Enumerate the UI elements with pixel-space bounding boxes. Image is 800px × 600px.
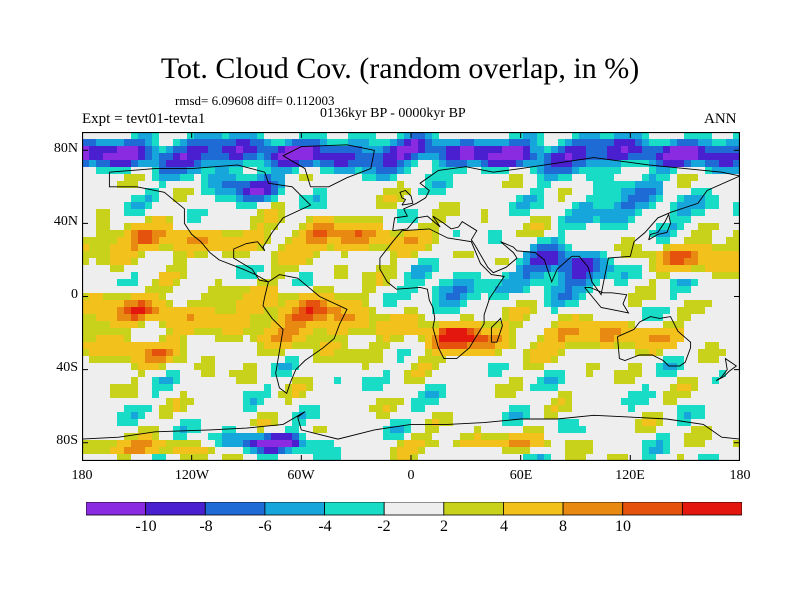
colorbar-label: 4 bbox=[500, 518, 508, 535]
colorbar-label: -2 bbox=[377, 518, 391, 535]
lat-label-equator: 0 bbox=[71, 287, 78, 302]
experiment-label: Expt = tevt01-tevta1 bbox=[82, 111, 206, 127]
colorbar-label: 8 bbox=[559, 518, 567, 535]
colorbar-swatch bbox=[324, 502, 385, 516]
colorbar-swatch bbox=[681, 502, 742, 516]
cloud-cover-map bbox=[82, 132, 740, 461]
australia-coastline bbox=[617, 316, 692, 367]
lat-label-80n: 80N bbox=[53, 141, 78, 156]
antarctica-coastline bbox=[82, 411, 740, 440]
africa-coastline bbox=[379, 228, 505, 360]
eurasia-coastline bbox=[392, 157, 740, 296]
south-america-coastline bbox=[262, 274, 348, 395]
indonesia-coastline bbox=[584, 286, 630, 314]
colorbar-swatch bbox=[443, 502, 504, 516]
colorbar-label: -4 bbox=[318, 518, 332, 535]
season-label: ANN bbox=[704, 111, 737, 127]
lon-label-0: 0 bbox=[407, 468, 415, 483]
greenland-coastline bbox=[282, 144, 375, 188]
colorbar-swatch bbox=[86, 502, 147, 516]
lon-label-60e: 60E bbox=[509, 468, 533, 483]
colorbar-swatch bbox=[204, 502, 266, 516]
lat-label-40s: 40S bbox=[56, 360, 78, 375]
lon-label-60w: 60W bbox=[287, 468, 315, 483]
period-label: 0136kyr BP - 0000kyr BP bbox=[320, 106, 466, 121]
north-america-coastline bbox=[108, 164, 312, 283]
plot-title: Tot. Cloud Cov. (random overlap, in %) bbox=[160, 52, 640, 85]
lat-label-40n: 40N bbox=[53, 214, 78, 229]
colorbar-swatch bbox=[622, 502, 683, 516]
colorbar-label: 2 bbox=[440, 518, 448, 535]
colorbar-label: -10 bbox=[135, 518, 157, 535]
colorbar-swatch bbox=[503, 502, 564, 516]
colorbar bbox=[86, 502, 742, 516]
colorbar-label: -8 bbox=[199, 518, 213, 535]
japan-coastline bbox=[648, 212, 671, 241]
colorbar-swatch bbox=[383, 502, 445, 516]
new-zealand-coastline bbox=[715, 357, 738, 382]
colorbar-swatch bbox=[562, 502, 624, 516]
lat-label-80s: 80S bbox=[56, 433, 78, 448]
colorbar-label: -6 bbox=[258, 518, 272, 535]
lon-label-120e: 120E bbox=[615, 468, 645, 483]
stats-line: rmsd= 6.09608 diff= 0.112003 bbox=[175, 93, 335, 108]
map-panel bbox=[82, 132, 740, 461]
lon-label-120w: 120W bbox=[174, 468, 210, 483]
uk-coastline bbox=[399, 189, 414, 206]
colorbar-swatch bbox=[145, 502, 206, 516]
colorbar-swatch bbox=[264, 502, 325, 516]
lon-label-180w: 180 bbox=[71, 468, 93, 483]
colorbar-label: 10 bbox=[615, 518, 631, 535]
lon-label-180e: 180 bbox=[729, 468, 751, 483]
madagascar-coastline bbox=[490, 317, 503, 343]
